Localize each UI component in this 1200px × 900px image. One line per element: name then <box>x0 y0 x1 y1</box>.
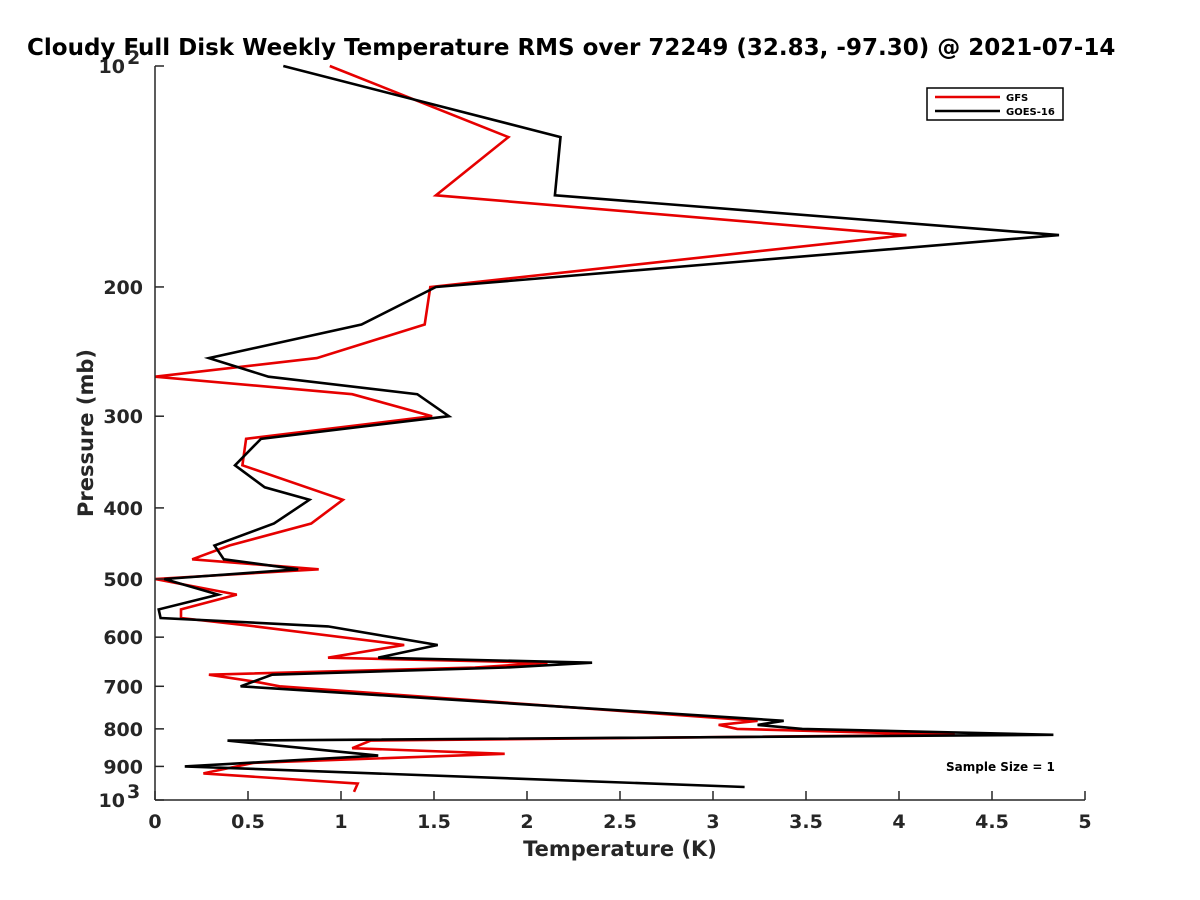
x-tick-label: 3 <box>706 811 719 833</box>
y-tick-label: 10 <box>99 56 125 78</box>
x-tick-label: 0.5 <box>231 811 265 833</box>
x-axis: 0 0.5 1 1.5 2 2.5 3 3.5 4 4.5 5 <box>148 791 1092 833</box>
x-tick-label: 2.5 <box>603 811 637 833</box>
x-tick-label: 4.5 <box>975 811 1009 833</box>
x-tick-label: 4 <box>892 811 905 833</box>
plot-lines <box>154 64 1060 793</box>
y-tick-label: 600 <box>103 627 143 649</box>
x-tick-label: 2 <box>520 811 533 833</box>
sample-size-note: Sample Size = 1 <box>946 760 1055 774</box>
legend-label-gfs: GFS <box>1006 93 1028 104</box>
y-tick-label: 700 <box>103 676 143 698</box>
y-tick-label: 200 <box>103 277 143 299</box>
legend: GFS GOES-16 <box>926 87 1064 121</box>
series-line-goes16 <box>157 64 1060 789</box>
legend-box <box>926 87 1064 121</box>
y-tick-label: 500 <box>103 569 143 591</box>
y-tick-label: 800 <box>103 719 143 741</box>
legend-label-goes16: GOES-16 <box>1006 107 1055 118</box>
y-tick-label: 300 <box>103 406 143 428</box>
y-tick-label: 10 <box>99 790 125 812</box>
x-tick-label: 0 <box>148 811 161 833</box>
chart-title: Cloudy Full Disk Weekly Temperature RMS … <box>27 35 1115 61</box>
x-tick-label: 1 <box>334 811 347 833</box>
x-tick-label: 5 <box>1078 811 1091 833</box>
y-tick-label: 400 <box>103 498 143 520</box>
x-tick-label: 1.5 <box>417 811 451 833</box>
y-tick-label: 900 <box>103 756 143 778</box>
x-axis-title: Temperature (K) <box>523 837 717 861</box>
y-axis-title: Pressure (mb) <box>74 349 98 517</box>
y-tick-label-exponent: 3 <box>127 781 140 803</box>
x-tick-label: 3.5 <box>789 811 823 833</box>
y-tick-label-exponent: 2 <box>127 47 140 69</box>
